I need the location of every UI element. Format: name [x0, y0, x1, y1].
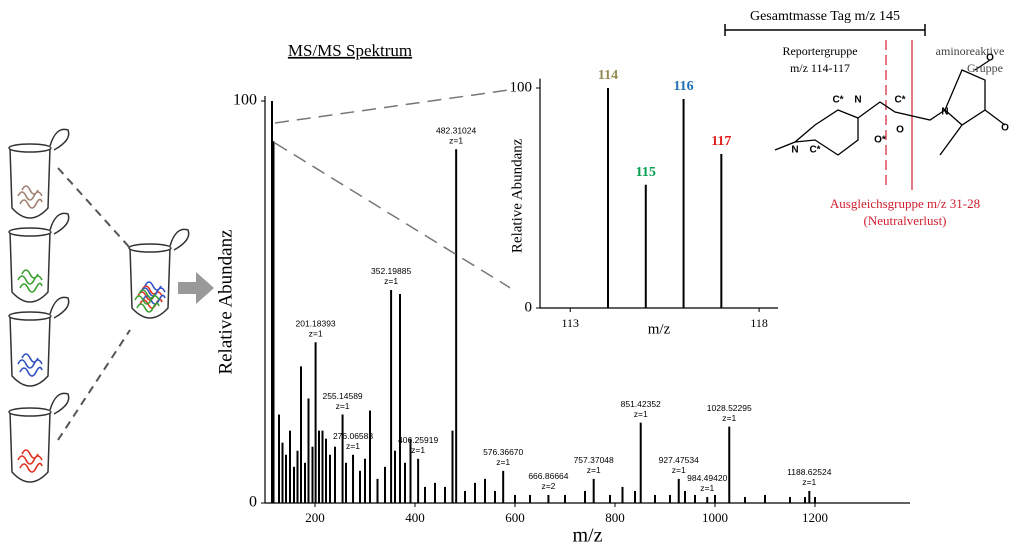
- atom-label: C*: [832, 95, 843, 106]
- reactive-label: Gruppe: [967, 61, 1003, 75]
- atom-label: C*: [809, 145, 820, 156]
- peak-mz-label: 255.14589: [322, 391, 362, 401]
- atom-label: N: [854, 95, 861, 106]
- y-tick-label: 100: [510, 79, 533, 95]
- y-axis-label: Relative Abundanz: [509, 138, 525, 253]
- peak-mz-label: 757.37048: [574, 455, 614, 465]
- x-tick-label: 800: [605, 510, 625, 525]
- peak-mz-label: 576.36670: [483, 447, 523, 457]
- reporter-label: Reportergruppe: [782, 44, 857, 58]
- peak-charge-label: z=1: [672, 465, 686, 475]
- y-tick-label: 100: [233, 92, 257, 109]
- x-axis-label: m/z: [573, 525, 603, 547]
- x-tick-label: 113: [561, 316, 579, 330]
- atom-label: O: [1001, 123, 1009, 134]
- peak-mz-label: 352.19885: [371, 266, 411, 276]
- peak-charge-label: z=2: [541, 481, 555, 491]
- peak-charge-label: z=1: [496, 457, 510, 467]
- balance-label: (Neutralverlust): [863, 213, 946, 228]
- peak-mz-label: 666.86664: [528, 471, 568, 481]
- figure-title: MS/MS Spektrum: [288, 41, 412, 60]
- peak-charge-label: z=1: [722, 413, 736, 423]
- peak-charge-label: z=1: [449, 135, 463, 145]
- reporter-label: m/z 114-117: [790, 61, 850, 75]
- spectrum: 200 400 600 800 1000 1200 0 100 m/z Relative Abun…: [215, 92, 910, 547]
- y-axis-label: Relative Abundanz: [215, 229, 236, 374]
- x-tick-label: 400: [405, 510, 425, 525]
- peak-mz-label: 1028.52295: [707, 403, 752, 413]
- structure: Gesamtmasse Tag m/z 145 Reportergruppe m/z…: [724, 9, 1009, 228]
- reactive-label: aminoreaktive: [936, 44, 1005, 58]
- x-tick-label: 1200: [802, 510, 828, 525]
- atom-label: O: [986, 53, 994, 64]
- peak-mz-label: 276.06583: [333, 431, 373, 441]
- peak-mz-label: 201.18393: [295, 318, 335, 328]
- mass-label: Gesamtmasse Tag m/z 145: [750, 9, 900, 24]
- atom-label: N: [791, 145, 798, 156]
- peak-charge-label: z=1: [336, 401, 350, 411]
- sample-tubes: [8, 128, 214, 483]
- y-tick-label: 0: [525, 299, 533, 315]
- atom-label: N: [941, 107, 948, 118]
- x-tick-label: 200: [305, 510, 325, 525]
- peak-mz-label: 406.25919: [398, 435, 438, 445]
- peak-mz-label: 482.31024: [436, 125, 476, 135]
- peak-mz-label: 984.49420: [687, 473, 727, 483]
- x-axis-label: m/z: [648, 321, 671, 337]
- peak-charge-label: z=1: [700, 483, 714, 493]
- peak-charge-label: z=1: [587, 465, 601, 475]
- peak-mz-label: 1188.62524: [787, 467, 832, 477]
- atom-label: O: [896, 125, 904, 136]
- balance-label: Ausgleichsgruppe m/z 31-28: [830, 196, 980, 211]
- peak-mz-label: 851.42352: [621, 399, 661, 409]
- peak-mz-label: 927.47534: [659, 455, 699, 465]
- peak-charge-label: z=1: [346, 441, 360, 451]
- peak-label: 114: [598, 68, 618, 83]
- x-tick-label: 118: [750, 316, 768, 330]
- inset-background: [510, 78, 788, 348]
- peak-label: 116: [673, 79, 693, 94]
- peak-charge-label: z=1: [411, 445, 425, 455]
- peak-charge-label: z=1: [802, 477, 816, 487]
- peak-charge-label: z=1: [634, 409, 648, 419]
- atom-label: C*: [894, 95, 905, 106]
- peak-charge-label: z=1: [309, 328, 323, 338]
- zoom-lines: [274, 86, 531, 301]
- x-tick-label: 1000: [702, 510, 728, 525]
- peak-label: 117: [711, 134, 731, 149]
- y-tick-label: 0: [249, 494, 257, 511]
- atom-label: O*: [874, 135, 886, 146]
- inset-spectrum: 113 118 0 100 m/z Relative Abundanz 114 115 116 1…: [509, 68, 788, 348]
- peak-label: 115: [636, 165, 656, 180]
- x-tick-label: 600: [505, 510, 525, 525]
- peak-charge-label: z=1: [384, 276, 398, 286]
